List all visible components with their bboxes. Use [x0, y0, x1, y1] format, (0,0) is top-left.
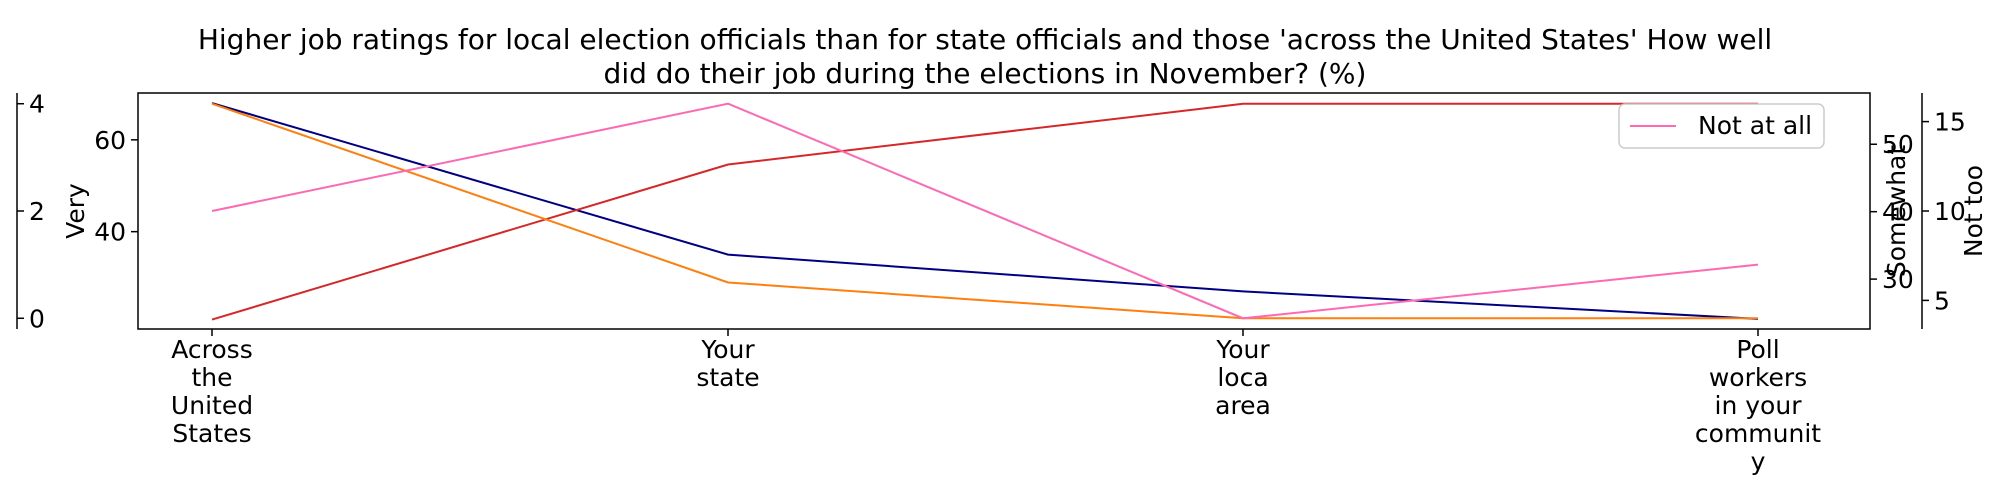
y-tick-label-nottoo: 15	[1934, 108, 1966, 137]
x-tick-label: workers	[1709, 363, 1807, 392]
y-tick-label-somewhat: 30	[1882, 265, 1914, 294]
y-tick-label-very: 40	[94, 218, 126, 247]
legend-box	[1618, 103, 1825, 149]
y-axis-label-very: Very	[61, 183, 90, 239]
x-tick-label: the	[191, 363, 232, 392]
y-tick-label-notatall: 0	[29, 304, 45, 333]
x-tick-label: y	[1751, 447, 1766, 476]
x-tick-label: Poll	[1736, 335, 1779, 364]
y-tick-label-nottoo: 5	[1934, 286, 1950, 315]
x-tick-label: state	[696, 363, 759, 392]
series-line-not-at-all	[211, 102, 1759, 320]
plot-frame	[137, 92, 1871, 330]
x-tick-label: States	[172, 419, 251, 448]
legend-label: Not at all	[1698, 111, 1812, 140]
y-tick-label-very: 60	[94, 126, 126, 155]
y-tick-label-somewhat: 50	[1882, 130, 1914, 159]
x-tick-label: Across	[171, 335, 252, 364]
x-tick-label: United	[171, 391, 253, 420]
y-tick-label-nottoo: 10	[1934, 197, 1966, 226]
x-tick-label: in your	[1715, 391, 1803, 420]
x-tick-label: Your	[700, 335, 755, 364]
x-tick-label: area	[1215, 391, 1271, 420]
x-tick-label: communit	[1695, 419, 1821, 448]
series-line-not-too	[211, 102, 1758, 320]
series-line-somewhat	[211, 102, 1758, 321]
x-tick-label: loca	[1217, 363, 1268, 392]
y-axis-label-somewhat: Somewhat	[1882, 145, 1911, 278]
y-tick-label-somewhat: 40	[1882, 198, 1914, 227]
y-axis-label-nottoo: Not too	[1959, 165, 1988, 257]
x-tick-label: Your	[1215, 335, 1270, 364]
y-tick-label-notatall: 4	[29, 90, 45, 119]
chart-title: Higher job ratings for local election of…	[198, 23, 1772, 56]
series-line-very	[211, 102, 1759, 320]
chart-title: did do their job during the elections in…	[604, 57, 1367, 90]
y-tick-label-notatall: 2	[29, 197, 45, 226]
